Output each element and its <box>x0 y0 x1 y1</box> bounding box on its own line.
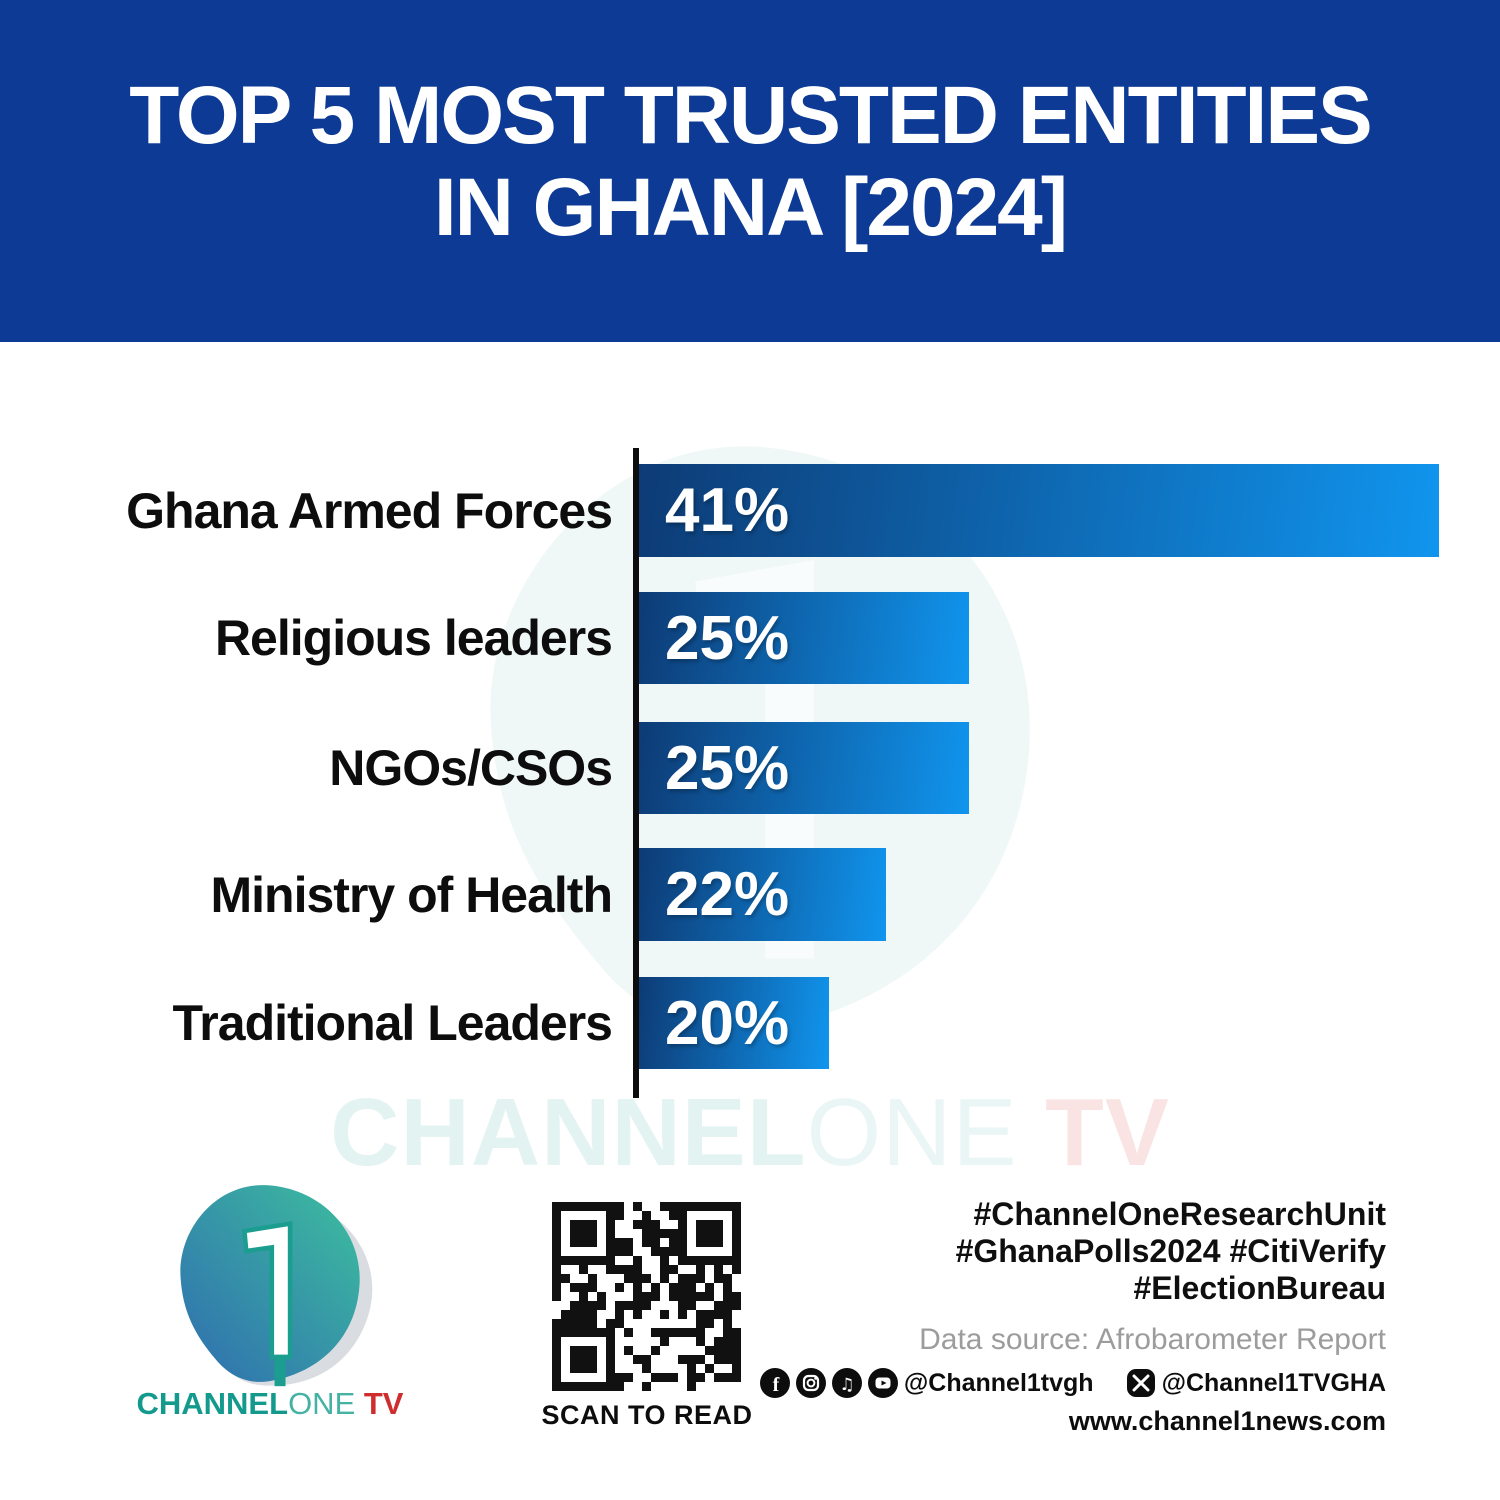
logo-one-glyph <box>241 1220 293 1360</box>
category-label: Ghana Armed Forces <box>126 482 613 539</box>
category-label: Ministry of Health <box>210 866 613 923</box>
value-label: 25% <box>665 603 790 673</box>
value-label: 20% <box>665 988 790 1058</box>
watermark-tv: TV <box>1017 1079 1170 1186</box>
watermark-one: ONE <box>806 1079 1018 1186</box>
hashtag-line-1: #ChannelOneResearchUnit <box>973 1196 1386 1232</box>
hashtag-line-2: #GhanaPolls2024 #CitiVerify <box>955 1233 1386 1269</box>
page-title: TOP 5 MOST TRUSTED ENTITIES IN GHANA [20… <box>0 70 1500 254</box>
facebook-icon[interactable]: f <box>759 1368 790 1398</box>
hashtag-line-3: #ElectionBureau <box>1133 1270 1386 1306</box>
data-source-label: Data source: Afrobarometer Report <box>919 1323 1386 1356</box>
bar: 22% <box>639 848 886 941</box>
brand-wordmark: CHANNELONE TV <box>100 1386 440 1422</box>
social-handle-primary[interactable]: @Channel1tvgh <box>903 1368 1094 1397</box>
youtube-icon[interactable] <box>867 1368 898 1398</box>
bar: 25% <box>639 722 969 814</box>
bar: 20% <box>639 977 829 1069</box>
instagram-icon[interactable] <box>795 1368 826 1398</box>
category-label: NGOs/CSOs <box>329 740 613 796</box>
tiktok-icon[interactable]: ♫ <box>831 1368 862 1398</box>
title-line-1: TOP 5 MOST TRUSTED ENTITIES <box>129 70 1372 161</box>
watermark-text: CHANNELONE TV <box>0 1078 1500 1188</box>
category-label: Religious leaders <box>214 610 613 666</box>
social-row: f ♫ @Channel1tvgh @C <box>746 1366 1386 1400</box>
channel-one-logo <box>150 1178 390 1388</box>
brand-one: ONE <box>288 1386 356 1421</box>
qr-caption: SCAN TO READ <box>541 1400 753 1430</box>
social-handle-x[interactable]: @Channel1TVGHA <box>1161 1368 1386 1397</box>
svg-text:f: f <box>773 1374 780 1396</box>
bar: 41% <box>639 464 1439 557</box>
channel-one-logo-icon <box>180 1185 373 1387</box>
value-label: 22% <box>665 860 790 929</box>
value-label: 41% <box>665 476 790 545</box>
brand-channel: CHANNEL <box>136 1386 289 1421</box>
bar: 25% <box>639 592 969 684</box>
footer-info: #ChannelOneResearchUnit #GhanaPolls2024 … <box>746 1196 1386 1437</box>
category-label: Traditional Leaders <box>172 995 613 1051</box>
title-line-2: IN GHANA [2024] <box>433 162 1068 253</box>
brand-tv: TV <box>355 1386 404 1421</box>
chart-axis <box>633 448 639 1098</box>
qr-code[interactable] <box>552 1202 741 1391</box>
header-banner: TOP 5 MOST TRUSTED ENTITIES IN GHANA [20… <box>0 0 1500 342</box>
watermark-channel: CHANNEL <box>330 1079 807 1186</box>
x-icon[interactable] <box>1126 1368 1156 1398</box>
website-url[interactable]: www.channel1news.com <box>1068 1406 1386 1436</box>
value-label: 25% <box>665 733 790 803</box>
svg-text:♫: ♫ <box>839 1375 854 1395</box>
logo-one-stem <box>274 1356 286 1387</box>
